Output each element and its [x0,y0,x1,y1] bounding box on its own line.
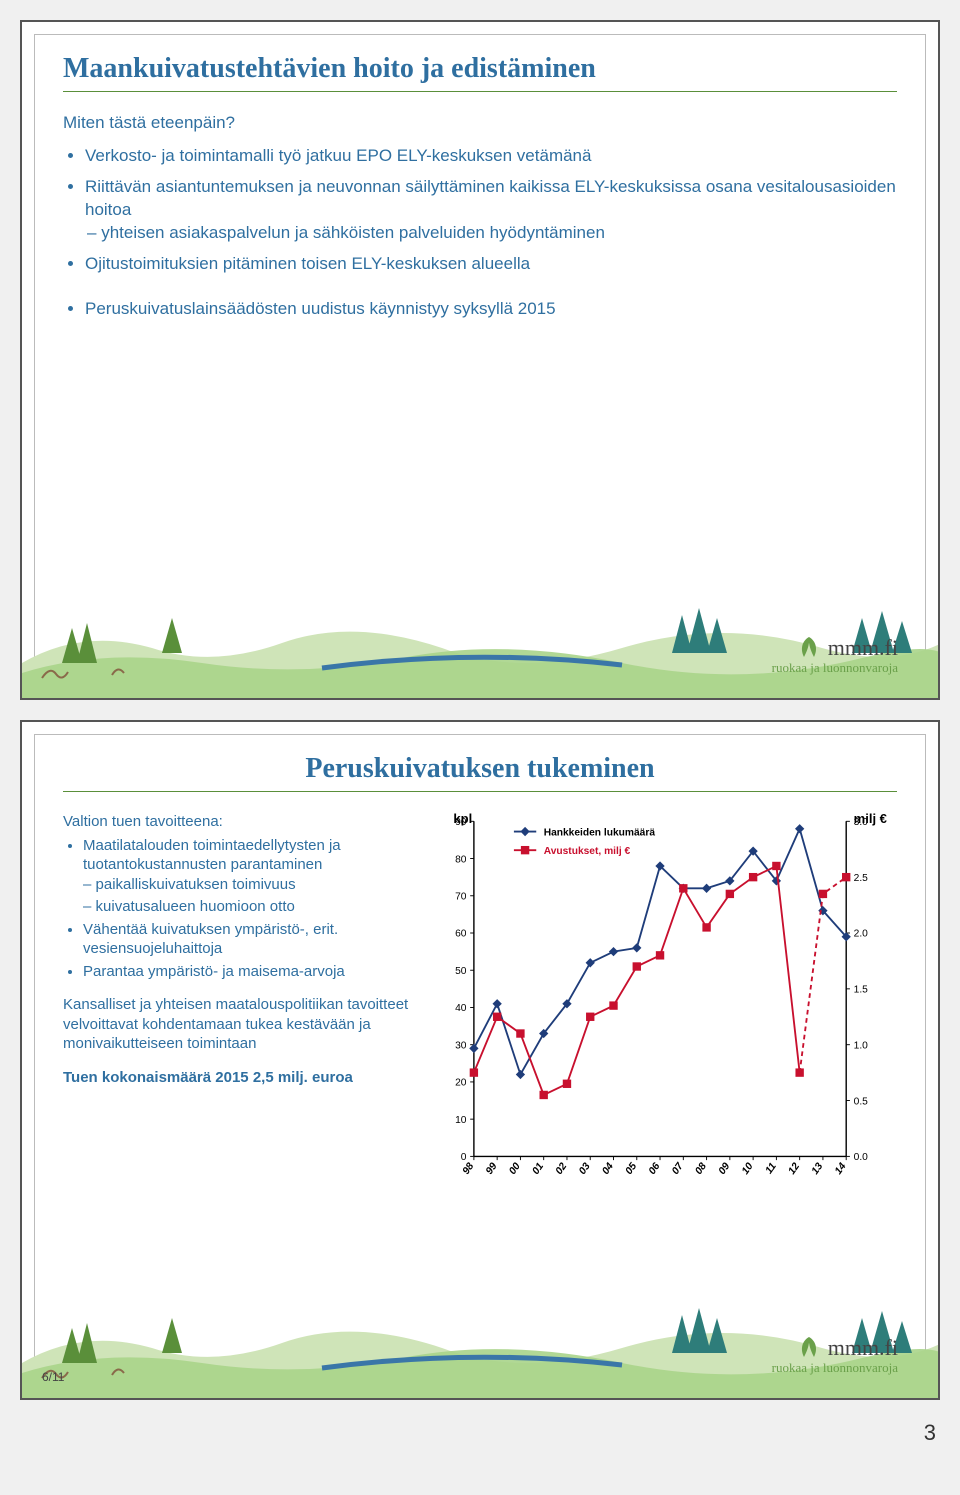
bullet-text: Riittävän asiantuntemuksen ja neuvonnan … [85,177,896,219]
svg-text:0: 0 [460,1152,466,1163]
bullet: Peruskuivatuslainsäädösten uudistus käyn… [85,298,897,321]
svg-text:05: 05 [623,1161,639,1177]
leaf-icon [796,635,822,661]
slide-title: Maankuivatustehtävien hoito ja edistämin… [63,53,897,85]
two-col: Valtion tuen tavoitteena: Maatilataloude… [63,812,897,1217]
bullet-text: Maatilatalouden toimintaedellytysten ja … [83,837,341,874]
slide1-content: Miten tästä eteenpäin? Verkosto- ja toim… [63,112,897,321]
sub-bullet: paikalliskuivatuksen toimivuus [99,875,422,895]
brand-name: mmm.fi [828,635,898,661]
slide-title: Peruskuivatuksen tukeminen [63,753,897,785]
slide-inner: Maankuivatustehtävien hoito ja edistämin… [34,34,926,686]
page-left-label: 6/11 [42,1370,64,1384]
svg-text:09: 09 [716,1161,732,1177]
sub-bullet: kuivatusalueen huomioon otto [99,897,422,917]
brand-logo: mmm.fi [772,635,898,661]
svg-text:1.5: 1.5 [853,985,868,996]
svg-text:60: 60 [455,929,467,940]
brand: mmm.fi ruokaa ja luonnonvaroja [772,1335,898,1376]
bullet: Vähentää kuivatuksen ympäristö-, erit. v… [83,920,422,959]
total-line: Tuen kokonaismäärä 2015 2,5 milj. euroa [63,1068,422,1088]
svg-text:70: 70 [455,891,467,902]
svg-text:11: 11 [763,1161,778,1176]
left-col: Valtion tuen tavoitteena: Maatilataloude… [63,812,422,1217]
svg-text:99: 99 [484,1161,500,1177]
slide-inner: Peruskuivatuksen tukeminen Valtion tuen … [34,734,926,1386]
svg-text:12: 12 [786,1161,802,1177]
svg-text:10: 10 [455,1115,467,1126]
svg-text:20: 20 [455,1078,467,1089]
bullet: Verkosto- ja toimintamalli työ jatkuu EP… [85,145,897,168]
bullet: Ojitustoimituksien pitäminen toisen ELY-… [85,253,897,276]
right-col: 01020304050607080900.00.51.01.52.02.53.0… [432,812,897,1217]
svg-text:98: 98 [460,1161,476,1177]
slide-2: Peruskuivatuksen tukeminen Valtion tuen … [20,720,940,1400]
svg-text:13: 13 [809,1161,825,1177]
slide-1: Maankuivatustehtävien hoito ja edistämin… [20,20,940,700]
svg-text:14: 14 [833,1161,849,1177]
bullet: Riittävän asiantuntemuksen ja neuvonnan … [85,176,897,245]
svg-text:08: 08 [693,1161,709,1177]
svg-text:80: 80 [455,854,467,865]
brand-tagline: ruokaa ja luonnonvaroja [772,1360,898,1376]
paragraph: Kansalliset ja yhteisen maatalouspolitii… [63,995,422,1054]
brand: mmm.fi ruokaa ja luonnonvaroja [772,635,898,676]
svg-text:2.0: 2.0 [853,929,868,940]
sub-bullet: yhteisen asiakaspalvelun ja sähköisten p… [105,222,897,245]
brand-tagline: ruokaa ja luonnonvaroja [772,660,898,676]
svg-text:06: 06 [647,1161,663,1177]
svg-text:0.5: 0.5 [853,1096,868,1107]
title-rule [63,91,897,92]
svg-text:Hankkeiden lukumäärä: Hankkeiden lukumäärä [543,827,655,838]
svg-text:0.0: 0.0 [853,1152,868,1163]
svg-text:02: 02 [553,1161,569,1177]
svg-text:1.0: 1.0 [853,1040,868,1051]
svg-text:milj €: milj € [853,812,887,826]
bullet: Maatilatalouden toimintaedellytysten ja … [83,836,422,917]
brand-logo: mmm.fi [772,1335,898,1361]
svg-text:40: 40 [455,1003,467,1014]
svg-text:00: 00 [507,1161,523,1177]
svg-text:10: 10 [740,1161,756,1177]
svg-text:50: 50 [455,966,467,977]
brand-name: mmm.fi [828,1335,898,1361]
svg-text:2.5: 2.5 [853,873,868,884]
text: Miten tästä eteenpäin? [63,112,897,135]
bullet: Parantaa ympäristö- ja maisema-arvoja [83,962,422,982]
svg-text:03: 03 [577,1161,593,1177]
leaf-icon [796,1335,822,1361]
svg-text:Avustukset, milj €: Avustukset, milj € [543,846,630,857]
svg-text:01: 01 [530,1161,546,1177]
title-rule [63,791,897,792]
svg-text:kpl: kpl [453,812,472,826]
dual-axis-chart: 01020304050607080900.00.51.01.52.02.53.0… [432,812,897,1212]
svg-text:04: 04 [600,1161,616,1177]
intro: Valtion tuen tavoitteena: [63,812,422,832]
svg-text:07: 07 [670,1160,686,1177]
page-number: 3 [16,1420,944,1446]
svg-text:30: 30 [455,1040,467,1051]
